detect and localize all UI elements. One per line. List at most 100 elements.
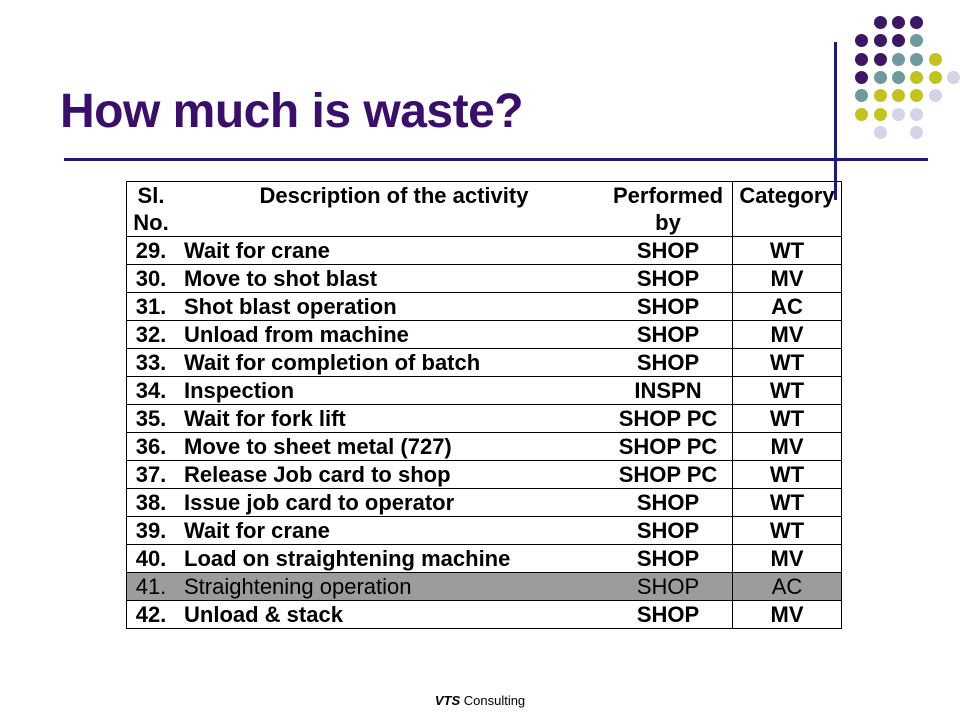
header-performed-by: Performed by [604,181,733,237]
header-category-label: Category [739,183,835,208]
decorative-dot [855,70,869,84]
decorative-dot [873,16,887,29]
cell-serial-no: 33. [126,348,175,377]
cell-serial-no: 31. [126,292,175,321]
header-category: Category [732,181,842,237]
decorative-dot [910,16,924,29]
decorative-dot [910,125,924,139]
decorative-dot [891,16,905,29]
cell-performed-by: SHOP PC [604,460,733,489]
cell-performed-by: SHOP PC [604,432,733,461]
footer-suffix: Consulting [460,693,526,708]
cell-serial-no: 36. [126,432,175,461]
footer-brand: VTS [434,693,461,708]
header-serial-no-line1: Sl. [137,183,165,208]
cell-category: WT [732,460,842,489]
cell-category: MV [732,600,842,629]
cell-performed-by: SHOP [604,488,733,517]
table-row: 38. Issue job card to operator SHOP WT [126,488,842,517]
cell-category: WT [732,376,842,405]
table-row: 33. Wait for completion of batch SHOP WT [126,348,842,377]
cell-description: Release Job card to shop [175,460,604,489]
decorative-dot [910,107,924,121]
cell-performed-by: SHOP [604,600,733,629]
cell-serial-no: 29. [126,236,175,265]
cell-category: MV [732,544,842,573]
header-description-label: Description of the activity [259,183,529,208]
cell-performed-by: SHOP [604,516,733,545]
decorative-dot [891,52,905,66]
cell-serial-no: 30. [126,264,175,293]
cell-description: Wait for completion of batch [175,348,604,377]
decorative-dot [855,52,869,66]
cell-serial-no: 37. [126,460,175,489]
decorative-dot [873,125,887,139]
cell-description: Wait for fork lift [175,404,604,433]
cell-category: MV [732,264,842,293]
cell-serial-no: 39. [126,516,175,545]
cell-description: Straightening operation [175,572,604,601]
slide-title: How much is waste? [60,85,524,138]
activity-table: Sl. No. Description of the activity Perf… [126,181,842,629]
decorative-dot [873,107,887,121]
decorative-dot [910,34,924,48]
header-performed-line2: by [655,210,681,235]
decorative-dot [873,34,887,48]
title-underline [64,158,928,161]
cell-performed-by: SHOP [604,236,733,265]
decorative-dot [928,52,942,66]
cell-category: WT [732,488,842,517]
table-body: 29. Wait for crane SHOP WT 30. Move to shot b… [126,236,842,629]
cell-serial-no: 35. [126,404,175,433]
decorative-dot [928,70,942,84]
cell-category: AC [732,292,842,321]
cell-performed-by: SHOP [604,572,733,601]
table-row: 42. Unload & stack SHOP MV [126,600,842,629]
decorative-dot [855,34,869,48]
cell-performed-by: INSPN [604,376,733,405]
table-row: 31. Shot blast operation SHOP AC [126,292,842,321]
cell-performed-by: SHOP PC [604,404,733,433]
cell-performed-by: SHOP [604,544,733,573]
table-row: 41. Straightening operation SHOP AC [126,572,842,601]
decorative-vertical-line [834,42,837,200]
decorative-dot [873,52,887,66]
decorative-dot [946,70,960,84]
table-row: 32. Unload from machine SHOP MV [126,320,842,349]
cell-serial-no: 32. [126,320,175,349]
header-serial-no-line2: No. [133,210,169,235]
cell-performed-by: SHOP [604,264,733,293]
cell-category: WT [732,404,842,433]
cell-category: AC [732,572,842,601]
table-row: 37. Release Job card to shop SHOP PC WT [126,460,842,489]
footer: VTS Consulting [0,693,960,708]
header-serial-no: Sl. No. [126,181,175,237]
cell-category: WT [732,516,842,545]
cell-category: WT [732,236,842,265]
cell-description: Unload & stack [175,600,604,629]
cell-performed-by: SHOP [604,320,733,349]
decorative-dot [873,89,887,103]
table-row: 30. Move to shot blast SHOP MV [126,264,842,293]
header-description: Description of the activity [175,181,604,237]
cell-performed-by: SHOP [604,292,733,321]
cell-serial-no: 42. [126,600,175,629]
decorative-dot [891,107,905,121]
decorative-dot [891,70,905,84]
cell-serial-no: 41. [126,572,175,601]
decorative-dot [910,70,924,84]
decorative-dot [873,70,887,84]
decorative-dot [855,107,869,121]
cell-category: MV [732,320,842,349]
header-performed-line1: Performed [612,183,724,208]
table-row: 29. Wait for crane SHOP WT [126,236,842,265]
cell-description: Move to shot blast [175,264,604,293]
table-row: 36. Move to sheet metal (727) SHOP PC MV [126,432,842,461]
cell-description: Move to sheet metal (727) [175,432,604,461]
cell-description: Issue job card to operator [175,488,604,517]
table-row: 39. Wait for crane SHOP WT [126,516,842,545]
table-row: 35. Wait for fork lift SHOP PC WT [126,404,842,433]
cell-serial-no: 34. [126,376,175,405]
cell-description: Unload from machine [175,320,604,349]
table-row: 40. Load on straightening machine SHOP MV [126,544,842,573]
